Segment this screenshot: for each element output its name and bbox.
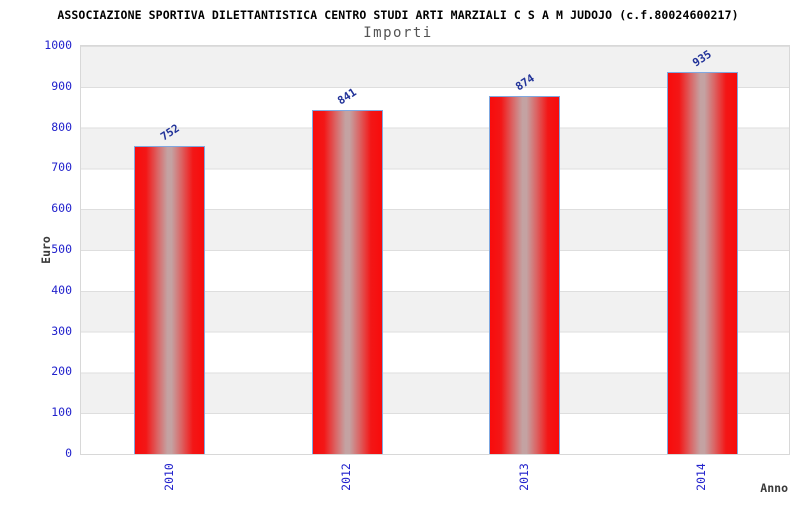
bar-2014 <box>666 72 738 454</box>
y-tick-label: 400 <box>51 282 72 297</box>
y-tick-label: 800 <box>51 119 72 134</box>
y-axis-title: Euro <box>39 236 53 264</box>
y-axis-tick-labels: 0 100 200 300 400 500 600 700 800 900 1000 <box>0 38 76 460</box>
bar-2013 <box>489 96 561 454</box>
y-tick-label: 0 <box>65 446 72 460</box>
y-tick-label: 300 <box>51 323 72 338</box>
x-tick-label: 2012 <box>339 463 354 491</box>
chart-title: ASSOCIAZIONE SPORTIVA DILETTANTISTICA CE… <box>57 8 739 22</box>
x-tick-label: 2010 <box>161 463 176 491</box>
bar-2012 <box>311 110 383 454</box>
x-tick-label: 2013 <box>516 463 531 491</box>
y-tick-label: 200 <box>51 364 72 379</box>
y-tick-label: 500 <box>51 242 72 256</box>
y-tick-label: 900 <box>51 78 72 93</box>
y-tick-label: 700 <box>51 160 72 175</box>
bar-2010 <box>134 146 206 454</box>
y-tick-label: 600 <box>51 201 72 216</box>
y-tick-label: 1000 <box>44 38 72 52</box>
plot-area: 752 841 874 935 <box>80 45 790 455</box>
y-tick-label: 100 <box>51 405 72 420</box>
chart-subtitle: Importi <box>363 25 433 41</box>
x-tick-label: 2014 <box>694 463 709 491</box>
x-axis-title: Anno <box>760 481 788 495</box>
